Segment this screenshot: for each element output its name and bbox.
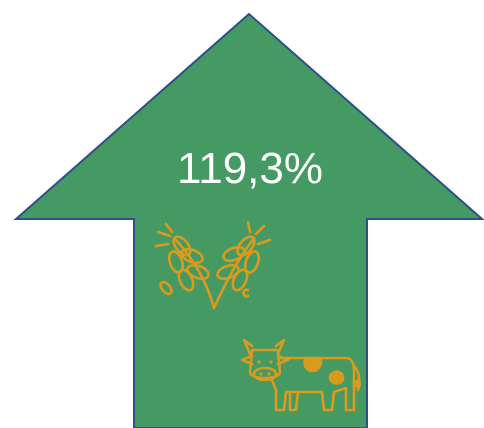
up-arrow-shape <box>13 12 484 428</box>
percentage-value: 119,3% <box>177 144 323 193</box>
wheat-icon <box>154 220 272 310</box>
cow-icon <box>240 338 361 412</box>
